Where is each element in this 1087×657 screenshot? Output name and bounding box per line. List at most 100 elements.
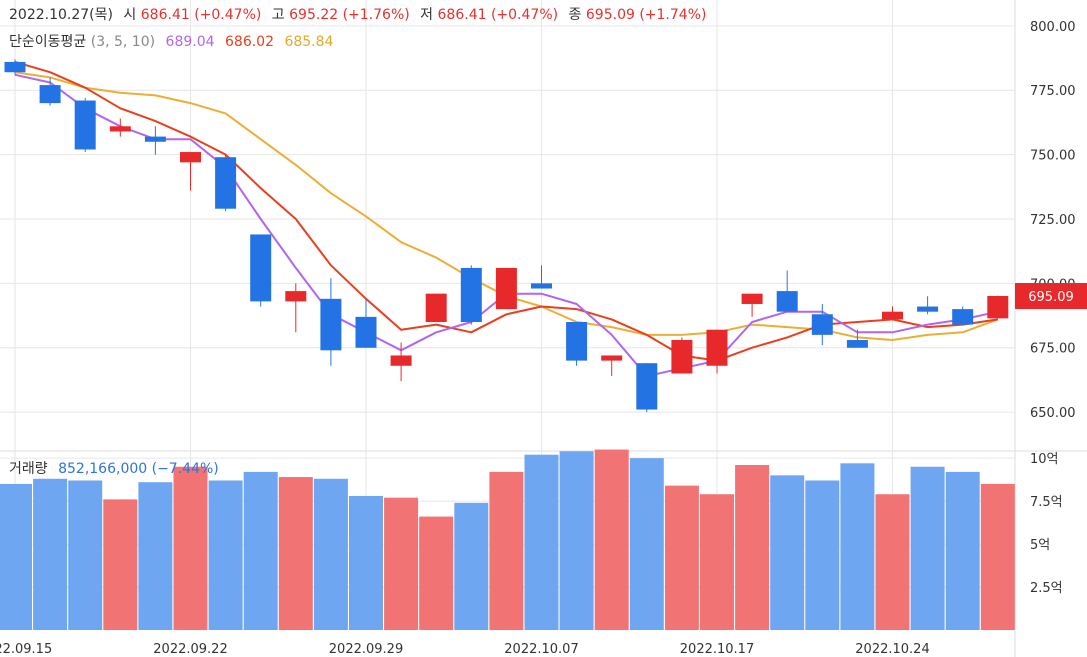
date-tick-label: 2022.10.24: [855, 642, 929, 657]
volume-bar: [664, 485, 699, 630]
volume-bar: [910, 466, 945, 630]
volume-bar: [68, 480, 103, 630]
close-value: 695.09 (+1.74%): [585, 7, 707, 23]
volume-bar: [489, 471, 524, 630]
volume-bar: [419, 516, 454, 630]
volume-legend-value: 852,166,000 (−7.44%): [58, 461, 219, 477]
candle-body: [495, 267, 517, 310]
price-tick-label: 775.00: [1030, 84, 1076, 99]
volume-bar: [243, 471, 278, 630]
ma-legend-params: (3, 5, 10): [90, 34, 156, 50]
ma10-value: 685.84: [284, 34, 334, 50]
candle: [355, 298, 377, 348]
last-price-tag-bg: [1015, 283, 1087, 310]
candle: [180, 152, 201, 191]
ohlc-header: 2022.10.27(목) 시 686.41 (+0.47%) 고 695.22…: [9, 4, 706, 24]
price-tick-label: 650.00: [1030, 406, 1076, 421]
price-tick-label: 800.00: [1030, 20, 1076, 35]
volume-bar: [454, 502, 489, 630]
candle: [109, 118, 131, 137]
price-tick-label: 725.00: [1030, 213, 1076, 228]
candle-body: [741, 293, 763, 304]
candle-body: [917, 306, 939, 312]
volume-bar: [805, 480, 840, 630]
candle: [144, 126, 166, 155]
candle-body: [39, 85, 61, 104]
price-tick-label: 675.00: [1030, 342, 1076, 357]
candle: [39, 77, 61, 106]
candle-body: [566, 321, 588, 361]
candle-body: [601, 355, 623, 361]
candle-body: [250, 234, 272, 302]
last-price-tag: 695.09: [1028, 290, 1074, 305]
ma5-value: 686.02: [225, 34, 274, 50]
candle-body: [4, 61, 26, 73]
volume-bar: [980, 483, 1015, 630]
candle-body: [109, 126, 131, 132]
candle: [952, 306, 974, 325]
candle-body: [180, 152, 201, 163]
candle-body: [846, 340, 868, 348]
candle-body: [882, 311, 903, 320]
volume-legend: 거래량 852,166,000 (−7.44%): [9, 458, 219, 478]
volume-tick-label: 5억: [1030, 538, 1050, 553]
ma-legend: 단순이동평균 (3, 5, 10) 689.04 686.02 685.84: [9, 31, 333, 51]
candle: [285, 283, 307, 333]
date-tick-label: 2022.10.07: [504, 642, 578, 657]
candle-body: [215, 157, 237, 209]
volume-bar: [173, 466, 208, 630]
header-date: 2022.10.27(목): [9, 7, 113, 23]
candle-body: [425, 293, 447, 322]
candle: [566, 321, 588, 366]
candle: [917, 296, 939, 315]
candle-body: [987, 296, 1009, 319]
volume-bar: [770, 475, 805, 630]
volume-bar: [313, 478, 348, 630]
ma3-line: [14, 73, 999, 378]
volume-bar: [278, 477, 313, 630]
candle-body: [636, 363, 658, 410]
open-label: 시: [123, 7, 137, 23]
volume-bar: [629, 458, 664, 630]
candle-body: [811, 314, 833, 335]
volume-bar: [0, 483, 32, 630]
volume-bar: [208, 480, 243, 630]
candle-body: [285, 291, 307, 302]
volume-bar: [875, 494, 910, 630]
candle: [320, 278, 342, 366]
candle-body: [390, 355, 412, 366]
volume-bar: [840, 463, 875, 630]
candle-body: [320, 298, 342, 351]
date-tick-label: 2022.10.17: [680, 642, 754, 657]
volume-bar: [559, 451, 594, 630]
volume-bar: [945, 471, 980, 630]
candle: [671, 337, 693, 374]
candle: [425, 293, 447, 322]
volume-tick-label: 2.5억: [1030, 581, 1063, 596]
candle-body: [531, 283, 552, 289]
volume-bar: [138, 482, 173, 630]
candle: [495, 267, 517, 310]
candle-body: [776, 291, 798, 312]
close-label: 종: [568, 7, 582, 23]
candle: [601, 355, 623, 377]
ma3-value: 689.04: [165, 34, 215, 50]
candle: [390, 342, 412, 382]
candlesticks: [4, 59, 1009, 413]
volume-bar: [700, 494, 734, 630]
volume-bar: [735, 465, 770, 630]
candle-body: [355, 316, 377, 348]
low-label: 저: [420, 7, 434, 23]
candle: [74, 97, 96, 153]
candle: [636, 363, 658, 413]
candle: [250, 234, 272, 307]
candle-body: [144, 136, 166, 142]
open-value: 686.41 (+0.47%): [140, 7, 262, 23]
high-label: 고: [271, 7, 285, 23]
volume-tick-label: 7.5억: [1030, 495, 1063, 510]
candle: [215, 154, 237, 212]
volume-bar: [384, 497, 419, 630]
date-tick-label: 2022.09.29: [329, 642, 403, 657]
volume-bar: [349, 495, 383, 630]
